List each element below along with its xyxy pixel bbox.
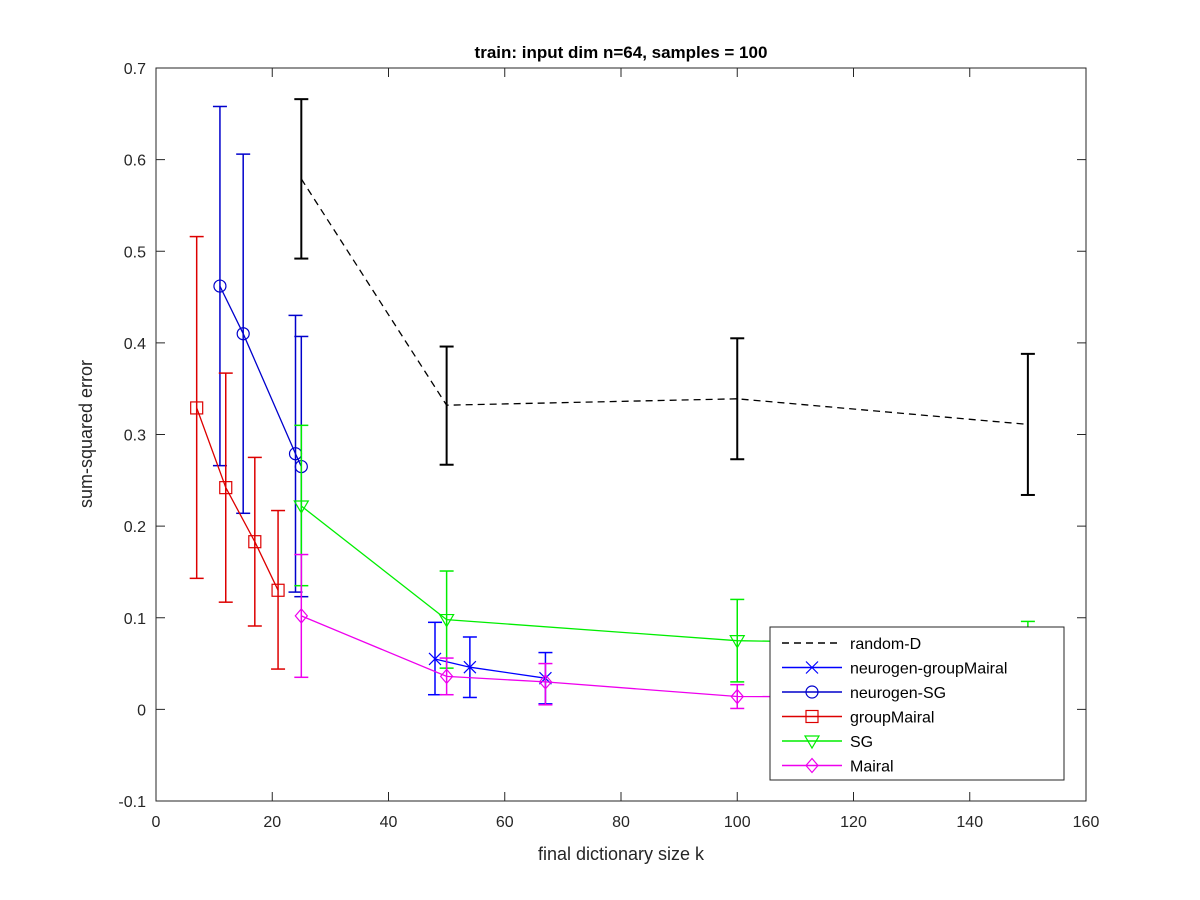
x-tick-label: 100 <box>724 814 751 831</box>
series-groupMairal <box>189 235 286 670</box>
data-point <box>271 583 285 597</box>
legend-label: groupMairal <box>850 710 934 727</box>
data-point <box>428 652 442 666</box>
y-tick-label: 0.1 <box>124 611 146 628</box>
x-tick-label: 80 <box>612 814 630 831</box>
legend-marker <box>805 661 819 674</box>
data-point <box>438 613 455 628</box>
x-tick-label: 40 <box>380 814 398 831</box>
data-point <box>730 688 745 705</box>
series-random-D <box>294 98 1035 496</box>
legend-label: random-D <box>850 636 921 653</box>
data-point <box>236 327 250 341</box>
legend-marker <box>805 709 819 724</box>
data-point <box>219 481 233 495</box>
data-point <box>463 660 477 674</box>
y-tick-label: 0.3 <box>124 428 146 445</box>
legend-box <box>769 626 1065 781</box>
series-line <box>300 178 1028 426</box>
data-point <box>729 635 746 649</box>
legend-label: Mairal <box>850 759 894 776</box>
data-point <box>439 668 454 685</box>
legend-marker <box>803 735 821 750</box>
series-line <box>196 407 279 591</box>
chart-title: train: input dim n=64, samples = 100 <box>475 43 768 62</box>
ticks-layer: 0 20 40 60 80 100 120 140 160 -0.1 0 0.1 0.2 0.3 0.4 0.… <box>118 61 1099 831</box>
legend-label: neurogen-groupMairal <box>850 661 1007 678</box>
legend-marker <box>805 685 819 699</box>
data-point <box>248 535 262 549</box>
x-tick-label: 20 <box>263 814 281 831</box>
data-point <box>538 673 553 690</box>
x-tick-label: 160 <box>1073 814 1100 831</box>
y-tick-label: 0.6 <box>124 153 146 170</box>
legend-marker <box>805 757 819 774</box>
data-point <box>213 279 227 293</box>
series-neurogen-SG <box>212 105 309 598</box>
y-tick-label: 0 <box>137 702 146 719</box>
x-tick-label: 140 <box>956 814 983 831</box>
y-tick-label: 0.5 <box>124 244 146 261</box>
data-point <box>294 607 309 624</box>
y-tick-label: 0.4 <box>124 336 146 353</box>
y-axis-label: sum-squared error <box>76 360 96 508</box>
legend-label: neurogen-SG <box>850 685 946 702</box>
series-line <box>219 285 302 467</box>
data-point <box>190 401 204 415</box>
x-tick-label: 60 <box>496 814 514 831</box>
y-tick-label: 0.7 <box>124 61 146 78</box>
legend-items: random-D neurogen-groupMairal neurogen-SG g… <box>782 636 1007 776</box>
data-point <box>293 500 310 515</box>
y-tick-label: -0.1 <box>118 794 146 811</box>
legend-label: SG <box>850 734 873 751</box>
y-tick-label: 0.2 <box>124 519 146 536</box>
x-tick-label: 0 <box>152 814 161 831</box>
x-axis-label: final dictionary size k <box>538 844 705 864</box>
x-tick-label: 120 <box>840 814 867 831</box>
legend: random-D neurogen-groupMairal neurogen-SG g… <box>769 626 1065 781</box>
